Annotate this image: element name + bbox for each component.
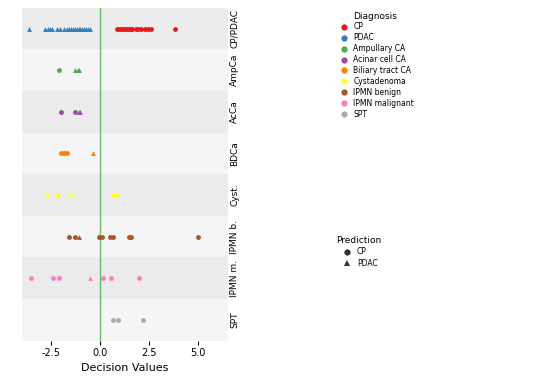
Bar [22, 257, 228, 299]
Legend: CP, PDAC, Ampullary CA, Acinar cell CA, Biliary tract CA, Cystadenoma, IPMN beni: CP, PDAC, Ampullary CA, Acinar cell CA, … [336, 12, 414, 119]
Bar [22, 299, 228, 341]
X-axis label: Decision Values: Decision Values [81, 363, 168, 373]
Bar [22, 132, 228, 174]
Bar [22, 49, 228, 91]
Bar [22, 216, 228, 257]
Bar [22, 91, 228, 132]
Legend: CP, PDAC: CP, PDAC [336, 236, 381, 267]
Bar [22, 8, 228, 50]
Bar [22, 174, 228, 216]
